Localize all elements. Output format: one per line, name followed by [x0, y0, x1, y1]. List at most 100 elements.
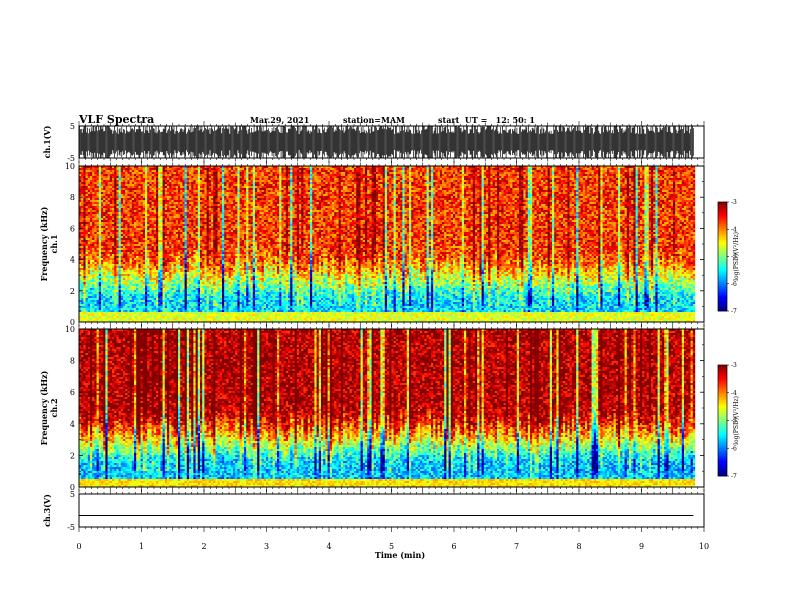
spectrogram-cell — [116, 176, 118, 178]
spectrogram-cell — [138, 284, 140, 286]
spectrogram-cell — [119, 236, 121, 238]
spectrogram-cell — [103, 316, 105, 318]
spectrogram-cell — [167, 318, 169, 320]
spectrogram-cell — [163, 308, 165, 310]
spectrogram-cell — [94, 246, 96, 248]
spectrogram-cell — [99, 292, 101, 294]
spectrogram-cell — [152, 218, 154, 220]
spectrogram-cell — [81, 182, 83, 184]
spectrogram-cell — [193, 180, 195, 182]
spectrogram-cell — [174, 176, 176, 178]
spectrogram-cell — [114, 296, 116, 298]
spectrogram-cell — [149, 294, 151, 296]
spectrogram-cell — [105, 216, 107, 218]
spectrogram-cell — [143, 246, 145, 248]
spectrogram-cell — [198, 278, 200, 280]
spectrogram-cell — [138, 250, 140, 252]
spectrogram-cell — [132, 304, 134, 306]
spectrogram-cell — [158, 190, 160, 192]
spectrogram-cell — [196, 226, 198, 228]
spectrogram-cell — [171, 248, 173, 250]
spectrogram-cell — [86, 298, 88, 300]
spectrogram-cell — [147, 278, 149, 280]
spectrogram-cell — [121, 186, 123, 188]
spectrogram-cell — [110, 318, 112, 320]
spectrogram-cell — [99, 234, 101, 236]
spectrogram-cell — [196, 220, 198, 222]
spectrogram-cell — [130, 260, 132, 262]
spectrogram-cell — [160, 286, 162, 288]
spectrogram-cell — [86, 244, 88, 246]
spectrogram-cell — [92, 318, 94, 320]
spectrogram-cell — [200, 316, 202, 318]
spectrogram-cell — [81, 318, 83, 320]
spectrogram-cell — [99, 226, 101, 228]
spectrogram-cell — [108, 256, 110, 258]
spectrogram-cell — [132, 218, 134, 220]
spectrogram-cell — [167, 200, 169, 202]
spectrogram-cell — [101, 222, 103, 224]
spectrogram-cell — [165, 204, 167, 206]
spectrogram-cell — [105, 288, 107, 290]
spectrogram-cell — [130, 306, 132, 308]
spectrogram-cell — [187, 304, 189, 306]
spectrogram-cell — [134, 180, 136, 182]
spectrogram-cell — [108, 250, 110, 252]
spectrogram-cell — [119, 268, 121, 270]
spectrogram-cell — [163, 236, 165, 238]
spectrogram-cell — [141, 176, 143, 178]
spectrogram-cell — [145, 302, 147, 304]
spectrogram-cell — [191, 196, 193, 198]
spectrogram-cell — [86, 226, 88, 228]
spectrogram-cell — [83, 262, 85, 264]
spectrogram-cell — [160, 180, 162, 182]
spectrogram-cell — [185, 270, 187, 272]
spectrogram-cell — [176, 270, 178, 272]
spectrogram-cell — [167, 272, 169, 274]
spectrogram-cell — [114, 242, 116, 244]
spectrogram-cell — [169, 200, 171, 202]
spectrogram-cell — [160, 220, 162, 222]
spectrogram-cell — [86, 176, 88, 178]
spectrogram-cell — [88, 278, 90, 280]
spectrogram-cell — [182, 194, 184, 196]
spectrogram-cell — [167, 298, 169, 300]
spectrogram-cell — [141, 234, 143, 236]
spectrogram-cell — [167, 258, 169, 260]
spectrogram-cell — [125, 276, 127, 278]
spectrogram-cell — [90, 262, 92, 264]
spectrogram-cell — [94, 282, 96, 284]
spectrogram-cell — [167, 282, 169, 284]
spectrogram-cell — [174, 216, 176, 218]
spectrogram-cell — [112, 178, 114, 180]
spectrogram-cell — [198, 168, 200, 170]
spectrogram-cell — [83, 296, 85, 298]
spectrogram-cell — [169, 208, 171, 210]
spectrogram-cell — [119, 316, 121, 318]
spectrogram-cell — [163, 172, 165, 174]
spectrogram-cell — [108, 316, 110, 318]
spectrogram-cell — [130, 286, 132, 288]
spectrogram-cell — [123, 268, 125, 270]
spectrogram-cell — [141, 260, 143, 262]
spectrogram-cell — [99, 208, 101, 210]
spectrogram-cell — [105, 264, 107, 266]
spectrogram-cell — [121, 286, 123, 288]
spectrogram-cell — [108, 310, 110, 312]
spectrogram-cell — [163, 228, 165, 230]
spectrogram-cell — [94, 176, 96, 178]
spectrogram-cell — [147, 308, 149, 310]
spectrogram-cell — [158, 270, 160, 272]
spectrogram-cell — [152, 280, 154, 282]
spectrogram-cell — [176, 172, 178, 174]
spectrogram-cell — [110, 310, 112, 312]
spectrogram-cell — [149, 264, 151, 266]
spectrogram-cell — [158, 244, 160, 246]
spectrogram-cell — [94, 286, 96, 288]
spectrogram-cell — [121, 196, 123, 198]
spectrogram-cell — [88, 252, 90, 254]
spectrogram-cell — [99, 248, 101, 250]
spectrogram-cell — [193, 200, 195, 202]
spectrogram-cell — [169, 220, 171, 222]
spectrogram-cell — [123, 182, 125, 184]
